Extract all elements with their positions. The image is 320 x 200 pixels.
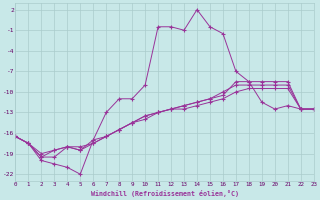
X-axis label: Windchill (Refroidissement éolien,°C): Windchill (Refroidissement éolien,°C) — [91, 190, 239, 197]
